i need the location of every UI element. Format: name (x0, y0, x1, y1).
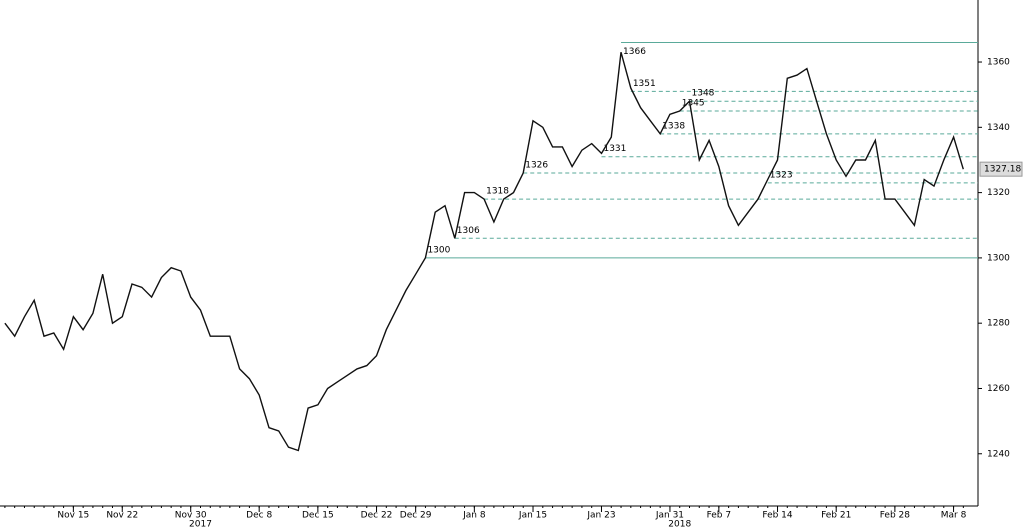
x-tick-label: Feb 7 (707, 511, 732, 521)
y-tick-label: 1280 (987, 319, 1010, 329)
x-tick-label: Feb 28 (880, 511, 911, 521)
y-tick-label: 1360 (987, 58, 1010, 68)
x-tick-label: Dec 15 (302, 511, 334, 521)
year-label: 2018 (668, 520, 691, 529)
x-tick-label: Feb 14 (762, 511, 793, 521)
x-tick-label: Dec 8 (246, 511, 272, 521)
level-label: 1300 (427, 245, 450, 255)
level-label: 1366 (623, 47, 646, 57)
level-label: 1338 (662, 121, 685, 131)
year-label: 2017 (189, 520, 212, 529)
x-tick-label: Jan 15 (518, 511, 547, 521)
level-label: 1348 (692, 89, 715, 99)
x-tick-label: Nov 15 (57, 511, 89, 521)
x-tick-label: Jan 23 (586, 511, 615, 521)
y-tick-label: 1260 (987, 384, 1010, 394)
y-tick-label: 1300 (987, 253, 1010, 263)
x-tick-label: Mar 8 (941, 511, 967, 521)
x-tick-label: Nov 22 (106, 511, 138, 521)
last-price-label: 1327.18 (984, 165, 1021, 175)
level-label: 1323 (770, 170, 793, 180)
level-label: 1345 (682, 98, 705, 108)
y-tick-label: 1240 (987, 449, 1010, 459)
x-tick-label: Feb 21 (821, 511, 851, 521)
y-tick-label: 1320 (987, 188, 1010, 198)
last-price-box (979, 161, 1023, 177)
level-label: 1306 (457, 226, 480, 236)
x-tick-label: Jan 8 (462, 511, 486, 521)
y-tick-label: 1340 (987, 123, 1010, 133)
x-tick-label: Jan 31 (655, 511, 684, 521)
level-label: 1351 (633, 79, 656, 89)
level-label: 1331 (603, 144, 626, 154)
x-tick-label: Dec 22 (361, 511, 393, 521)
price-line (4, 52, 964, 452)
x-tick-label: Nov 30 (175, 511, 207, 521)
level-label: 1326 (525, 161, 548, 171)
x-tick-label: Dec 29 (400, 511, 432, 521)
level-label: 1318 (486, 187, 509, 197)
